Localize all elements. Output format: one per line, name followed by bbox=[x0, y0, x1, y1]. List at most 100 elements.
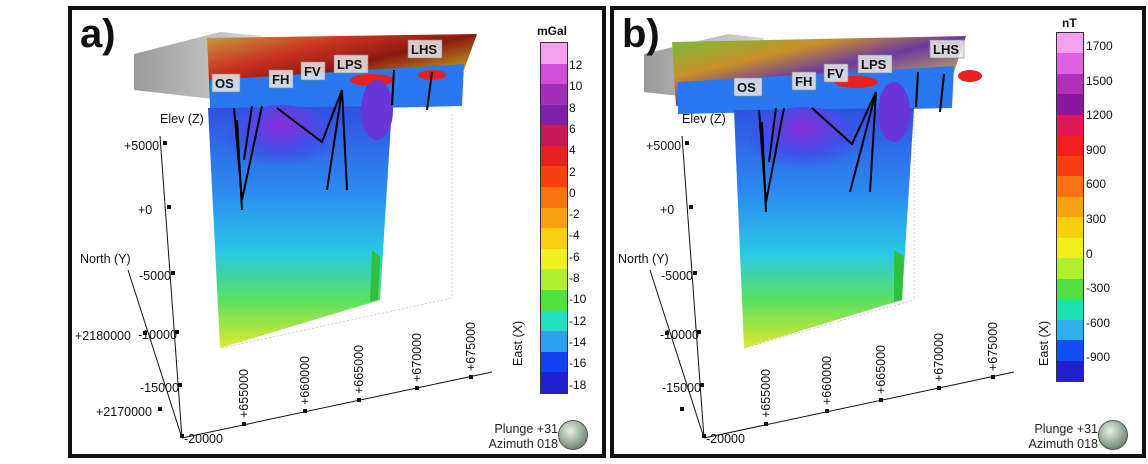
orientation-globe-icon[interactable] bbox=[558, 420, 588, 450]
color-scale-segment bbox=[541, 104, 567, 126]
legend-tick-label: -10 bbox=[569, 292, 587, 307]
east-axis-line bbox=[703, 371, 1015, 439]
legend-tick-label: 10 bbox=[569, 79, 583, 94]
color-scale-bar bbox=[1056, 32, 1084, 382]
east-axis-title: East (X) bbox=[511, 321, 525, 366]
color-scale-segment bbox=[1057, 278, 1083, 300]
east-axis-title: East (X) bbox=[1037, 321, 1051, 366]
feature-lhs: LHS bbox=[407, 39, 443, 59]
feature-lhs: LHS bbox=[929, 39, 965, 59]
color-scale-segment bbox=[1057, 237, 1083, 259]
elev-tick: -10000 bbox=[138, 328, 177, 342]
legend-tick-label: 6 bbox=[569, 121, 576, 136]
legend-unit: mGal bbox=[537, 24, 568, 38]
scene-a: Elev (Z) +5000 +0 -5000 -10000 -15000 -2… bbox=[75, 32, 525, 446]
purple-anomaly bbox=[749, 107, 859, 177]
legend-tick-label: 1200 bbox=[1086, 108, 1113, 123]
color-scale-segment bbox=[1057, 176, 1083, 197]
legend-tick-label: -8 bbox=[569, 271, 580, 285]
svg-text:FH: FH bbox=[272, 72, 289, 87]
plunge-label: Plunge +31 bbox=[494, 422, 558, 436]
azimuth-label: Azimuth 018 bbox=[1028, 437, 1098, 451]
legend-tick-label: 300 bbox=[1086, 212, 1107, 226]
legend-unit: nT bbox=[1062, 16, 1077, 30]
panel-a: Elev (Z) +5000 +0 -5000 -10000 -15000 -2… bbox=[68, 6, 606, 458]
purple-anomaly bbox=[227, 105, 337, 175]
elev-tick: -10000 bbox=[660, 328, 699, 342]
elev-tick: -15000 bbox=[662, 381, 701, 395]
elev-tick: +0 bbox=[660, 203, 674, 217]
plunge-label: Plunge +31 bbox=[1034, 422, 1098, 436]
feature-os: OS bbox=[211, 73, 241, 93]
grid-box bbox=[743, 116, 915, 349]
elev-tick: +5000 bbox=[124, 139, 159, 153]
color-scale-segment bbox=[541, 84, 567, 105]
legend-tick-label: 12 bbox=[569, 58, 583, 72]
feature-fv: FV bbox=[823, 63, 849, 83]
elev-tick: -5000 bbox=[139, 269, 171, 283]
east-tick: +660000 bbox=[820, 356, 834, 405]
color-scale-segment bbox=[541, 63, 567, 85]
orientation-globe-icon[interactable] bbox=[1098, 420, 1128, 450]
color-scale-bar bbox=[540, 42, 568, 394]
color-scale-segment bbox=[1057, 360, 1083, 381]
legend-tick-label: 600 bbox=[1086, 177, 1107, 192]
scene-b: Elev (Z) +5000 +0 -5000 -10000 -15000 -2… bbox=[618, 34, 1051, 446]
legend-tick-label: -900 bbox=[1086, 350, 1111, 365]
feature-lps: LPS bbox=[857, 54, 893, 74]
purple-anomaly-right bbox=[878, 82, 910, 142]
panel-label: b) bbox=[622, 12, 660, 56]
east-tick: +670000 bbox=[410, 333, 424, 382]
legend-tick-label: 1500 bbox=[1086, 73, 1113, 88]
color-scale-segment bbox=[1057, 114, 1083, 136]
svg-text:LPS: LPS bbox=[337, 57, 363, 72]
legend-tick-label: 1700 bbox=[1086, 39, 1113, 53]
feature-lps: LPS bbox=[333, 54, 369, 74]
legend-tick-label: -6 bbox=[569, 249, 580, 264]
svg-text:FV: FV bbox=[304, 64, 321, 79]
legend-tick-label: -600 bbox=[1086, 315, 1111, 330]
color-scale-segment bbox=[1057, 196, 1083, 218]
color-scale-segment bbox=[541, 310, 567, 332]
green-edge bbox=[370, 250, 380, 302]
elev-tick: -15000 bbox=[140, 381, 179, 395]
east-tick: +675000 bbox=[986, 322, 1000, 371]
axis-tick-marks bbox=[665, 141, 995, 438]
legend-tick-label: 2 bbox=[569, 164, 576, 179]
color-scale-segment bbox=[541, 125, 567, 146]
legend-tick-label: 0 bbox=[1086, 246, 1093, 261]
color-scale-segment bbox=[541, 207, 567, 229]
color-scale-segment bbox=[1057, 53, 1083, 74]
svg-text:LPS: LPS bbox=[861, 57, 887, 72]
color-scale-segment bbox=[541, 166, 567, 188]
feature-fv: FV bbox=[300, 61, 326, 81]
elev-tick: +0 bbox=[138, 203, 152, 217]
svg-text:FH: FH bbox=[795, 74, 812, 89]
color-scale-segment bbox=[1057, 319, 1083, 341]
east-tick: +675000 bbox=[464, 322, 478, 371]
svg-text:LHS: LHS bbox=[933, 42, 959, 57]
fault-lines bbox=[758, 71, 945, 213]
legend-tick-label: 0 bbox=[569, 185, 576, 200]
feature-os: OS bbox=[733, 77, 763, 97]
legend-tick-label: -14 bbox=[569, 334, 587, 349]
color-scale-segment bbox=[1057, 217, 1083, 238]
color-scale-segment bbox=[1057, 135, 1083, 156]
color-scale-segment bbox=[541, 269, 567, 290]
legend-tick-label: -300 bbox=[1086, 281, 1111, 296]
color-scale-segment bbox=[541, 372, 567, 393]
legend-tick-label: -18 bbox=[569, 377, 587, 392]
color-scale-segment bbox=[541, 145, 567, 167]
north-axis-title: North (Y) bbox=[80, 252, 131, 266]
elev-tick: -20000 bbox=[706, 432, 745, 446]
color-scale-segment bbox=[1057, 299, 1083, 320]
view-info: Plunge +31 Azimuth 018 bbox=[489, 422, 558, 452]
east-tick: +660000 bbox=[298, 356, 312, 405]
svg-text:LHS: LHS bbox=[411, 42, 437, 57]
color-scale-segment bbox=[1057, 33, 1083, 54]
svg-text:OS: OS bbox=[215, 76, 234, 91]
purple-anomaly-right bbox=[361, 80, 393, 140]
color-scale-segment bbox=[1057, 73, 1083, 95]
legend-tick-label: -2 bbox=[569, 207, 580, 222]
color-scale-segment bbox=[541, 331, 567, 352]
